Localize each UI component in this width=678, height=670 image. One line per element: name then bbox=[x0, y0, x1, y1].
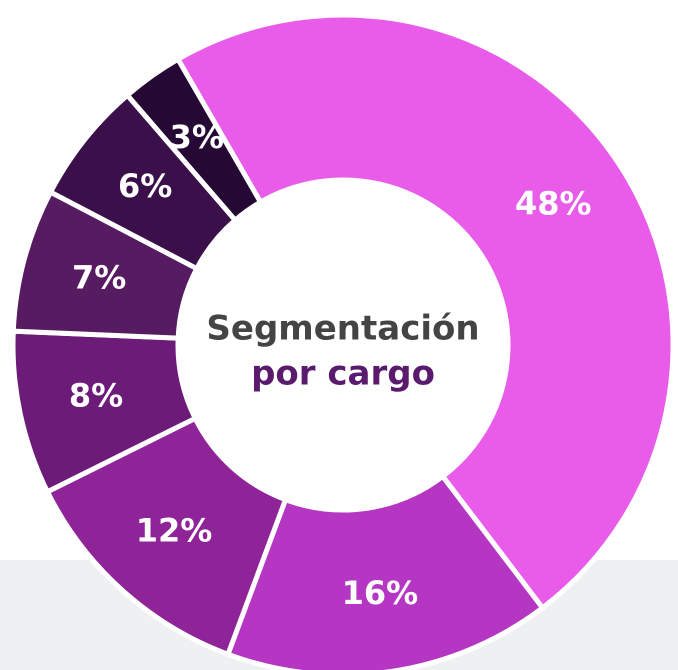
page: Segmentación por cargo 48% 16% 12% 8% 7% 6% 3%… bbox=[0, 0, 678, 670]
data-label: 6% bbox=[118, 167, 172, 205]
data-label: 3% bbox=[170, 118, 224, 156]
data-label: 48% bbox=[515, 184, 592, 222]
data-label: 16% bbox=[342, 574, 419, 612]
data-label: 12% bbox=[136, 512, 213, 550]
chart: Segmentación por cargo 48% 16% 12% 8% 7% 6% 3% bbox=[0, 0, 678, 670]
data-label: 7% bbox=[72, 259, 126, 297]
chart-title: Segmentación bbox=[206, 309, 479, 349]
chart-subtitle: por cargo bbox=[251, 354, 435, 394]
data-label: 8% bbox=[69, 376, 123, 414]
